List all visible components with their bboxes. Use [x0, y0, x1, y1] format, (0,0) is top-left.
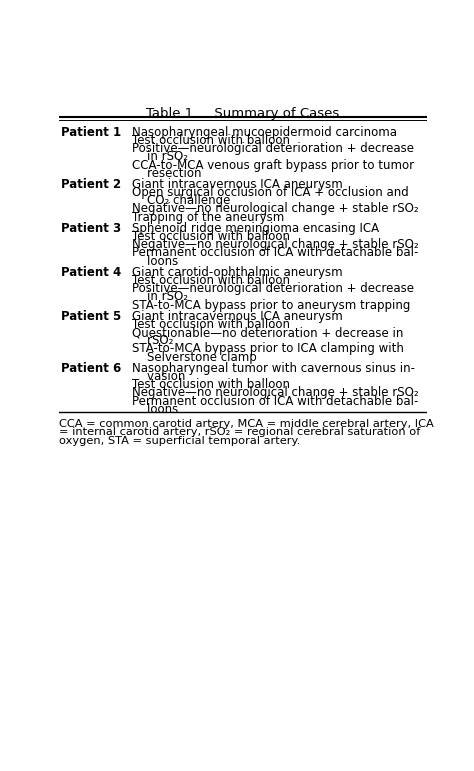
Text: Negative—no neurological change + stable rSO₂: Negative—no neurological change + stable…	[132, 386, 419, 399]
Text: rSO₂: rSO₂	[132, 335, 173, 347]
Text: Patient 1: Patient 1	[61, 126, 121, 139]
Text: STA-to-MCA bypass prior to aneurysm trapping: STA-to-MCA bypass prior to aneurysm trap…	[132, 298, 410, 311]
Text: Table 1.    Summary of Cases: Table 1. Summary of Cases	[146, 106, 339, 120]
Text: CCA = common carotid artery, MCA = middle cerebral artery, ICA: CCA = common carotid artery, MCA = middl…	[59, 419, 434, 429]
Text: Patient 6: Patient 6	[61, 362, 121, 375]
Text: Selverstone clamp: Selverstone clamp	[132, 351, 257, 364]
Text: Positive—neurological deterioration + decrease: Positive—neurological deterioration + de…	[132, 282, 414, 295]
Text: Patient 2: Patient 2	[61, 178, 121, 191]
Text: Permanent occlusion of ICA with detachable bal-: Permanent occlusion of ICA with detachab…	[132, 395, 419, 408]
Text: Permanent occlusion of ICA with detachable bal-: Permanent occlusion of ICA with detachab…	[132, 247, 419, 259]
Text: Test occlusion with balloon: Test occlusion with balloon	[132, 318, 290, 331]
Text: Test occlusion with balloon: Test occlusion with balloon	[132, 134, 290, 147]
Text: Nasopharyngeal mucoepidermoid carcinoma: Nasopharyngeal mucoepidermoid carcinoma	[132, 126, 397, 139]
Text: vasion: vasion	[132, 370, 185, 383]
Text: Test occlusion with balloon: Test occlusion with balloon	[132, 379, 290, 391]
Text: in rSO₂: in rSO₂	[132, 291, 188, 303]
Text: Trapping of the aneurysm: Trapping of the aneurysm	[132, 210, 284, 224]
Text: Giant carotid-ophthalmic aneurysm: Giant carotid-ophthalmic aneurysm	[132, 266, 343, 279]
Text: Patient 3: Patient 3	[61, 222, 121, 235]
Text: Negative—no neurological change + stable rSO₂: Negative—no neurological change + stable…	[132, 203, 419, 215]
Text: Test occlusion with balloon: Test occlusion with balloon	[132, 230, 290, 243]
Text: Questionable—no deterioration + decrease in: Questionable—no deterioration + decrease…	[132, 326, 403, 339]
Text: oxygen, STA = superficial temporal artery.: oxygen, STA = superficial temporal arter…	[59, 436, 301, 446]
Text: CCA-to-MCA venous graft bypass prior to tumor: CCA-to-MCA venous graft bypass prior to …	[132, 159, 414, 171]
Text: Test occlusion with balloon: Test occlusion with balloon	[132, 274, 290, 287]
Text: loons: loons	[132, 254, 178, 268]
Text: Positive—neurological deterioration + decrease: Positive—neurological deterioration + de…	[132, 142, 414, 155]
Text: CO₂ challenge: CO₂ challenge	[132, 194, 230, 207]
Text: Open surgical occlusion of ICA + occlusion and: Open surgical occlusion of ICA + occlusi…	[132, 186, 409, 199]
Text: Sphenoid ridge meningioma encasing ICA: Sphenoid ridge meningioma encasing ICA	[132, 222, 379, 235]
Text: in rSO₂: in rSO₂	[132, 150, 188, 163]
Text: Giant intracavernous ICA aneurysm: Giant intracavernous ICA aneurysm	[132, 310, 343, 323]
Text: Nasopharyngeal tumor with cavernous sinus in-: Nasopharyngeal tumor with cavernous sinu…	[132, 362, 415, 375]
Text: Giant intracavernous ICA aneurysm: Giant intracavernous ICA aneurysm	[132, 178, 343, 191]
Text: Negative—no neurological change + stable rSO₂: Negative—no neurological change + stable…	[132, 238, 419, 251]
Text: Patient 4: Patient 4	[61, 266, 121, 279]
Text: loons: loons	[132, 402, 178, 416]
Text: resection: resection	[132, 167, 201, 180]
Text: = internal carotid artery, rSO₂ = regional cerebral saturation of: = internal carotid artery, rSO₂ = region…	[59, 427, 420, 437]
Text: STA-to-MCA bypass prior to ICA clamping with: STA-to-MCA bypass prior to ICA clamping …	[132, 342, 404, 355]
Text: Patient 5: Patient 5	[61, 310, 121, 323]
